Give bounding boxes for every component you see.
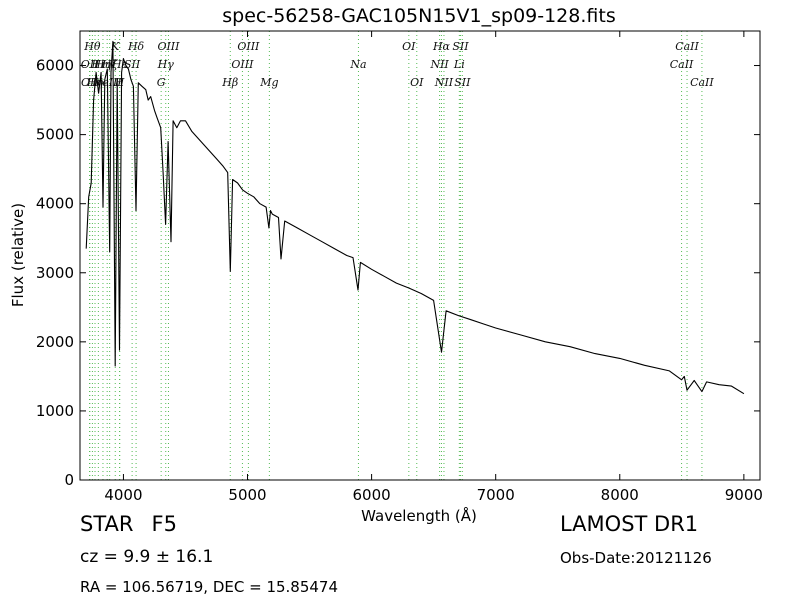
spectral-line-label: Hα [432, 40, 451, 53]
spectral-line-markers [89, 31, 703, 480]
y-tick-label: 6000 [36, 57, 74, 75]
x-axis-ticks: 4000 5000 6000 7000 8000 9000 [104, 31, 763, 504]
observation-date: Obs-Date:20121126 [560, 549, 712, 567]
spectral-line-label: CaII [670, 58, 694, 71]
spectral-line-label: OI [410, 76, 424, 89]
x-axis-label: Wavelength (Å) [361, 506, 477, 525]
y-tick-label: 1000 [36, 402, 74, 420]
data-release: LAMOST DR1 [560, 512, 699, 536]
spectral-line-label: Hη [94, 58, 112, 71]
plot-frame [79, 30, 761, 481]
y-tick-label: 4000 [36, 195, 74, 213]
object-subclass: F5 [151, 512, 177, 536]
spectrum-line [85, 40, 745, 395]
spectral-line-label: NII [434, 76, 454, 89]
sky-coordinates: RA = 106.56719, DEC = 15.85474 [80, 578, 339, 596]
spectral-line-label: Na [349, 58, 366, 71]
spectral-line-label: H [114, 76, 125, 89]
spectral-line-label: Hβ [221, 76, 238, 89]
spectral-line-label: Hθ [83, 40, 101, 53]
spectral-line-label: OI [402, 40, 416, 53]
x-tick-label: 8000 [601, 486, 639, 504]
spectral-line-label: Hζ [101, 58, 119, 71]
spectral-line-label: K [110, 40, 120, 53]
spectral-line-labels: OIIOIIHθHηHιHηNeIIIHζKHHεSIIHδGHγOIIIHβO… [81, 40, 715, 89]
y-axis-label: Flux (relative) [9, 203, 27, 307]
spectral-line-label: Mg [259, 76, 278, 89]
y-axis-ticks: 0 1000 2000 3000 4000 5000 6000 [36, 57, 760, 489]
x-tick-label: 9000 [725, 486, 763, 504]
spectral-line-label: SII [452, 40, 469, 53]
redshift-value: cz = 9.9 ± 16.1 [80, 547, 214, 567]
spectral-line-label: OIII [231, 58, 254, 71]
object-class-type: STAR [80, 512, 134, 536]
spectral-line-label: Hδ [127, 40, 145, 53]
spectral-line-label: OII [81, 58, 99, 71]
spectral-line-label: OIII [237, 40, 260, 53]
chart-title: spec-56258-GAC105N15V1_sp09-128.fits [222, 5, 615, 27]
spectral-line-label: SII [124, 58, 141, 71]
x-tick-label: 5000 [228, 486, 266, 504]
spectral-line-label: CaII [690, 76, 714, 89]
y-tick-label: 3000 [36, 264, 74, 282]
x-tick-label: 7000 [477, 486, 515, 504]
object-class: STAR F5 [80, 512, 177, 536]
spectral-line-label: SII [454, 76, 471, 89]
x-tick-label: 6000 [353, 486, 391, 504]
y-tick-label: 5000 [36, 126, 74, 144]
spectral-line-label: OIII [157, 40, 180, 53]
spectrum-series [85, 40, 745, 395]
y-tick-label: 0 [64, 471, 74, 489]
spectral-line-label: CaII [675, 40, 699, 53]
spectral-line-label: G [157, 76, 166, 89]
spectral-line-label: Hγ [157, 58, 175, 71]
y-tick-label: 2000 [36, 333, 74, 351]
x-tick-label: 4000 [104, 486, 142, 504]
spectral-line-label: Hι [90, 58, 105, 71]
spectral-line-label: NII [429, 58, 449, 71]
spectral-line-label: Li [453, 58, 465, 71]
